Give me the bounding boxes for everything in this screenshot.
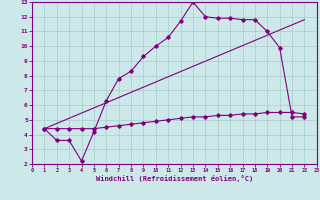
X-axis label: Windchill (Refroidissement éolien,°C): Windchill (Refroidissement éolien,°C): [96, 175, 253, 182]
